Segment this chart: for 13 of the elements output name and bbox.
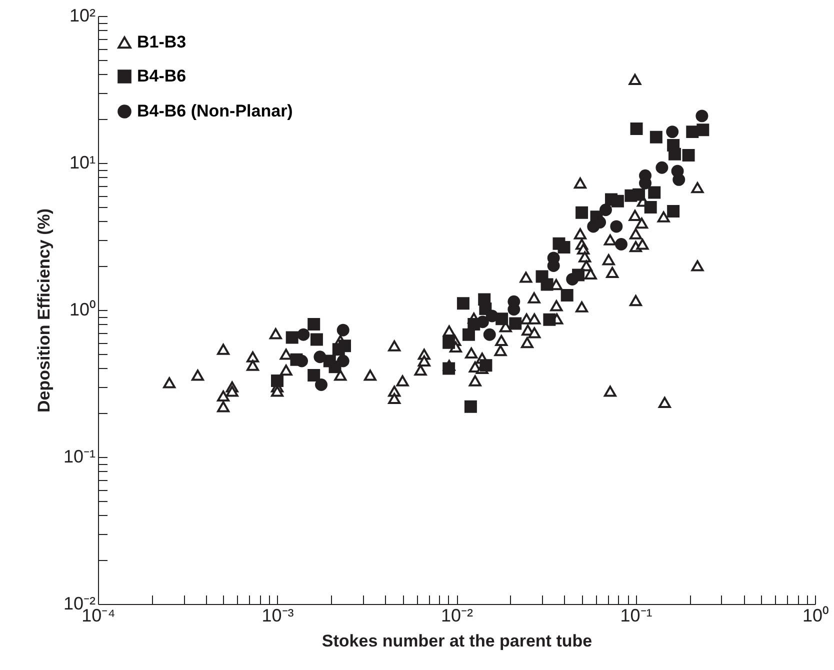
- y-tick-label: 10²: [69, 6, 96, 26]
- x-tick-label: 10⁻¹: [620, 606, 652, 626]
- y-axis-title: Deposition Efficiency (%): [34, 208, 54, 413]
- x-axis-title: Stokes number at the parent tube: [322, 632, 592, 650]
- x-tick-label: 10⁻³: [262, 606, 294, 626]
- y-tick-label: 10⁻¹: [63, 446, 96, 466]
- x-tick-label: 10⁰: [802, 606, 829, 626]
- legend-label: B1-B3: [137, 32, 186, 52]
- y-tick-label: 10⁰: [69, 300, 96, 320]
- legend-label: B4-B6: [137, 66, 186, 86]
- x-tick-label: 10⁻²: [440, 606, 474, 626]
- legend-label: B4-B6 (Non-Planar): [137, 102, 293, 120]
- y-tick-label: 10¹: [69, 152, 96, 172]
